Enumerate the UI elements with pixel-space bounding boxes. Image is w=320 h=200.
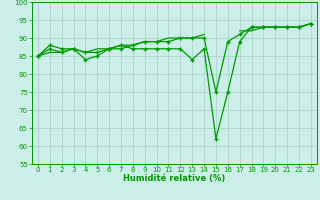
X-axis label: Humidité relative (%): Humidité relative (%) — [123, 174, 226, 183]
